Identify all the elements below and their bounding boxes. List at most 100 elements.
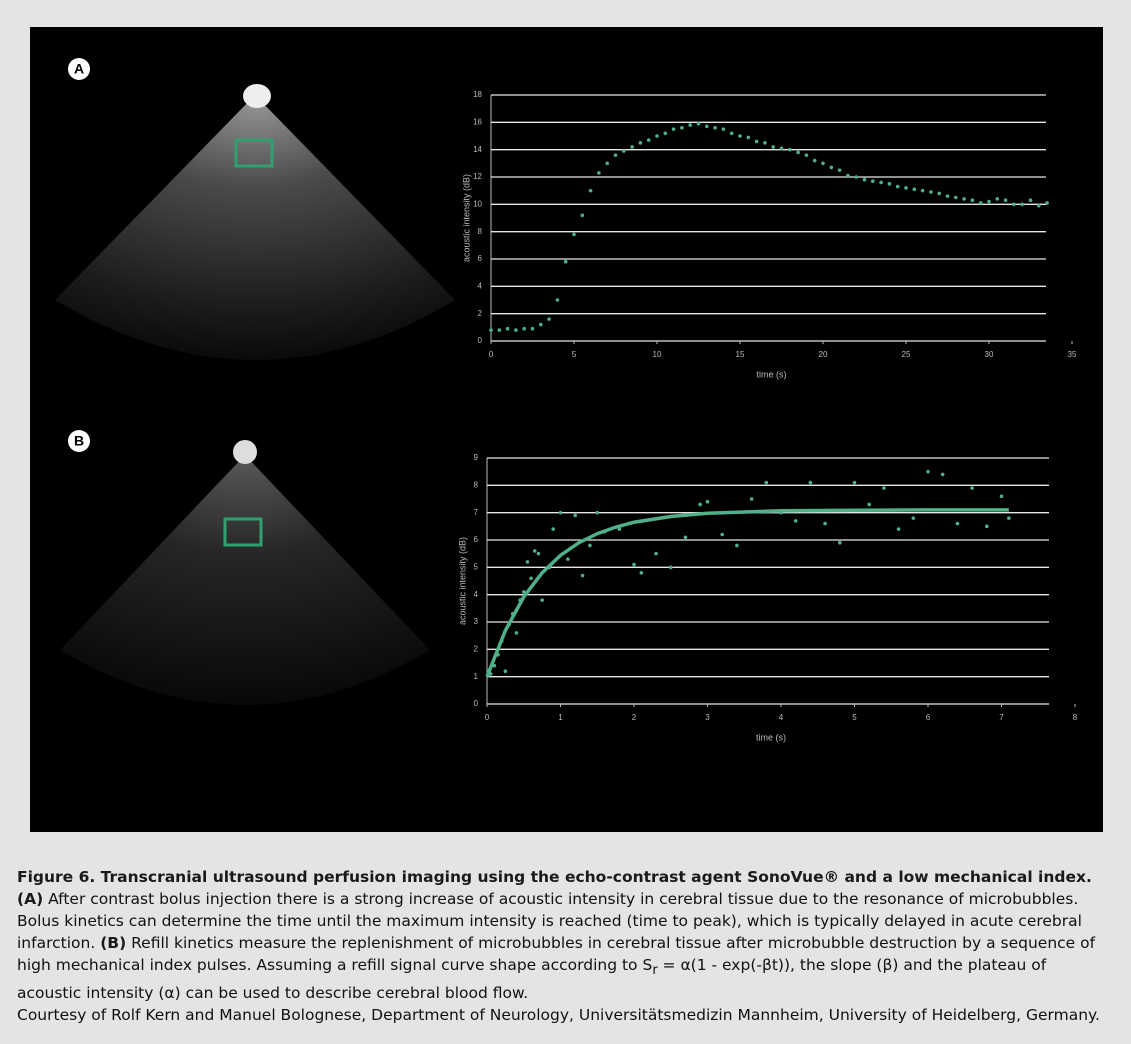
y-tick-label: 6: [474, 535, 479, 544]
y-tick-label: 8: [478, 227, 483, 236]
probe-artifact: [243, 84, 271, 108]
data-point: [793, 519, 798, 523]
roi-box: [234, 138, 274, 168]
y-tick-label: 7: [474, 508, 479, 517]
data-point: [705, 499, 710, 504]
data-point: [525, 560, 530, 564]
data-point: [540, 598, 544, 602]
data-point: [529, 576, 533, 581]
caption: Figure 6. Transcranial ultrasound perfus…: [17, 866, 1115, 1026]
data-point: [713, 126, 717, 130]
data-point: [1012, 202, 1016, 207]
caption-title: Figure 6. Transcranial ultrasound perfus…: [17, 868, 1092, 886]
data-point: [505, 326, 510, 331]
ultrasound-image-a: [55, 95, 455, 360]
data-point: [796, 150, 800, 155]
y-tick-label: 12: [473, 172, 482, 181]
data-point: [696, 121, 701, 126]
data-point: [720, 532, 724, 537]
caption-body: (A) After contrast bolus injection there…: [17, 888, 1115, 1004]
data-point: [566, 557, 570, 561]
data-point: [746, 135, 751, 140]
data-point: [829, 165, 834, 170]
caption-run: (A): [17, 890, 44, 908]
data-point: [1037, 203, 1041, 208]
x-tick-label: 20: [819, 350, 828, 359]
data-point: [729, 131, 734, 136]
y-tick-label: 10: [473, 199, 482, 208]
data-point: [622, 149, 626, 153]
data-point: [904, 186, 908, 190]
data-point: [632, 562, 636, 567]
data-point: [852, 480, 857, 485]
x-tick-label: 4: [779, 713, 784, 722]
data-point: [530, 326, 535, 331]
x-tick-label: 35: [1068, 350, 1077, 359]
data-point: [489, 328, 493, 332]
data-point: [970, 486, 974, 490]
y-tick-label: 9: [474, 453, 479, 462]
data-point: [663, 131, 668, 136]
data-point: [688, 123, 692, 127]
data-point: [735, 543, 739, 548]
data-point: [668, 565, 673, 570]
data-point: [937, 191, 941, 196]
x-tick-label: 0: [489, 350, 494, 359]
data-point: [771, 145, 775, 149]
y-tick-label: 2: [474, 644, 479, 653]
data-point: [1028, 198, 1033, 203]
data-point: [503, 669, 508, 673]
x-tick-label: 5: [852, 713, 857, 722]
data-point: [551, 527, 555, 531]
data-point: [705, 124, 709, 129]
data-point: [597, 171, 601, 175]
data-point: [970, 198, 975, 203]
x-tick-label: 1: [558, 713, 563, 722]
data-point: [764, 480, 769, 485]
roi-box: [223, 517, 263, 547]
caption-run: r: [652, 963, 658, 979]
data-point: [588, 543, 592, 548]
caption-credit: Courtesy of Rolf Kern and Manuel Bologne…: [17, 1006, 1100, 1025]
x-tick-label: 7: [999, 713, 1004, 722]
data-point: [895, 184, 900, 189]
x-axis-label: time (s): [757, 369, 787, 379]
data-point: [862, 177, 867, 182]
data-point: [514, 328, 518, 332]
data-point: [630, 145, 634, 149]
data-point: [698, 502, 702, 507]
y-tick-label: 16: [473, 117, 482, 126]
data-point: [671, 127, 676, 131]
data-point: [1020, 202, 1024, 207]
y-tick-label: 0: [474, 699, 479, 708]
data-point: [572, 232, 576, 237]
panel-badge: [68, 430, 90, 452]
data-point: [812, 158, 817, 163]
data-point: [539, 322, 543, 327]
data-point: [1007, 516, 1011, 520]
data-point: [555, 298, 560, 302]
data-point: [912, 187, 917, 192]
data-point: [638, 141, 643, 145]
data-point: [738, 134, 742, 138]
data-point: [605, 161, 609, 166]
data-point: [639, 571, 644, 575]
data-point: [962, 197, 966, 201]
y-tick-label: 4: [474, 590, 479, 599]
data-point: [788, 147, 792, 152]
data-point: [882, 486, 886, 490]
caption-run: (B): [100, 934, 127, 952]
data-point: [945, 194, 950, 198]
y-tick-label: 18: [473, 90, 482, 99]
data-point: [987, 199, 991, 204]
data-point: [536, 551, 541, 556]
data-point: [887, 182, 892, 186]
data-point: [588, 188, 593, 193]
data-point: [547, 317, 551, 321]
ultrasound-image-b: [60, 455, 430, 705]
x-tick-label: 8: [1073, 713, 1078, 722]
data-point: [749, 497, 754, 501]
data-point: [580, 213, 585, 218]
